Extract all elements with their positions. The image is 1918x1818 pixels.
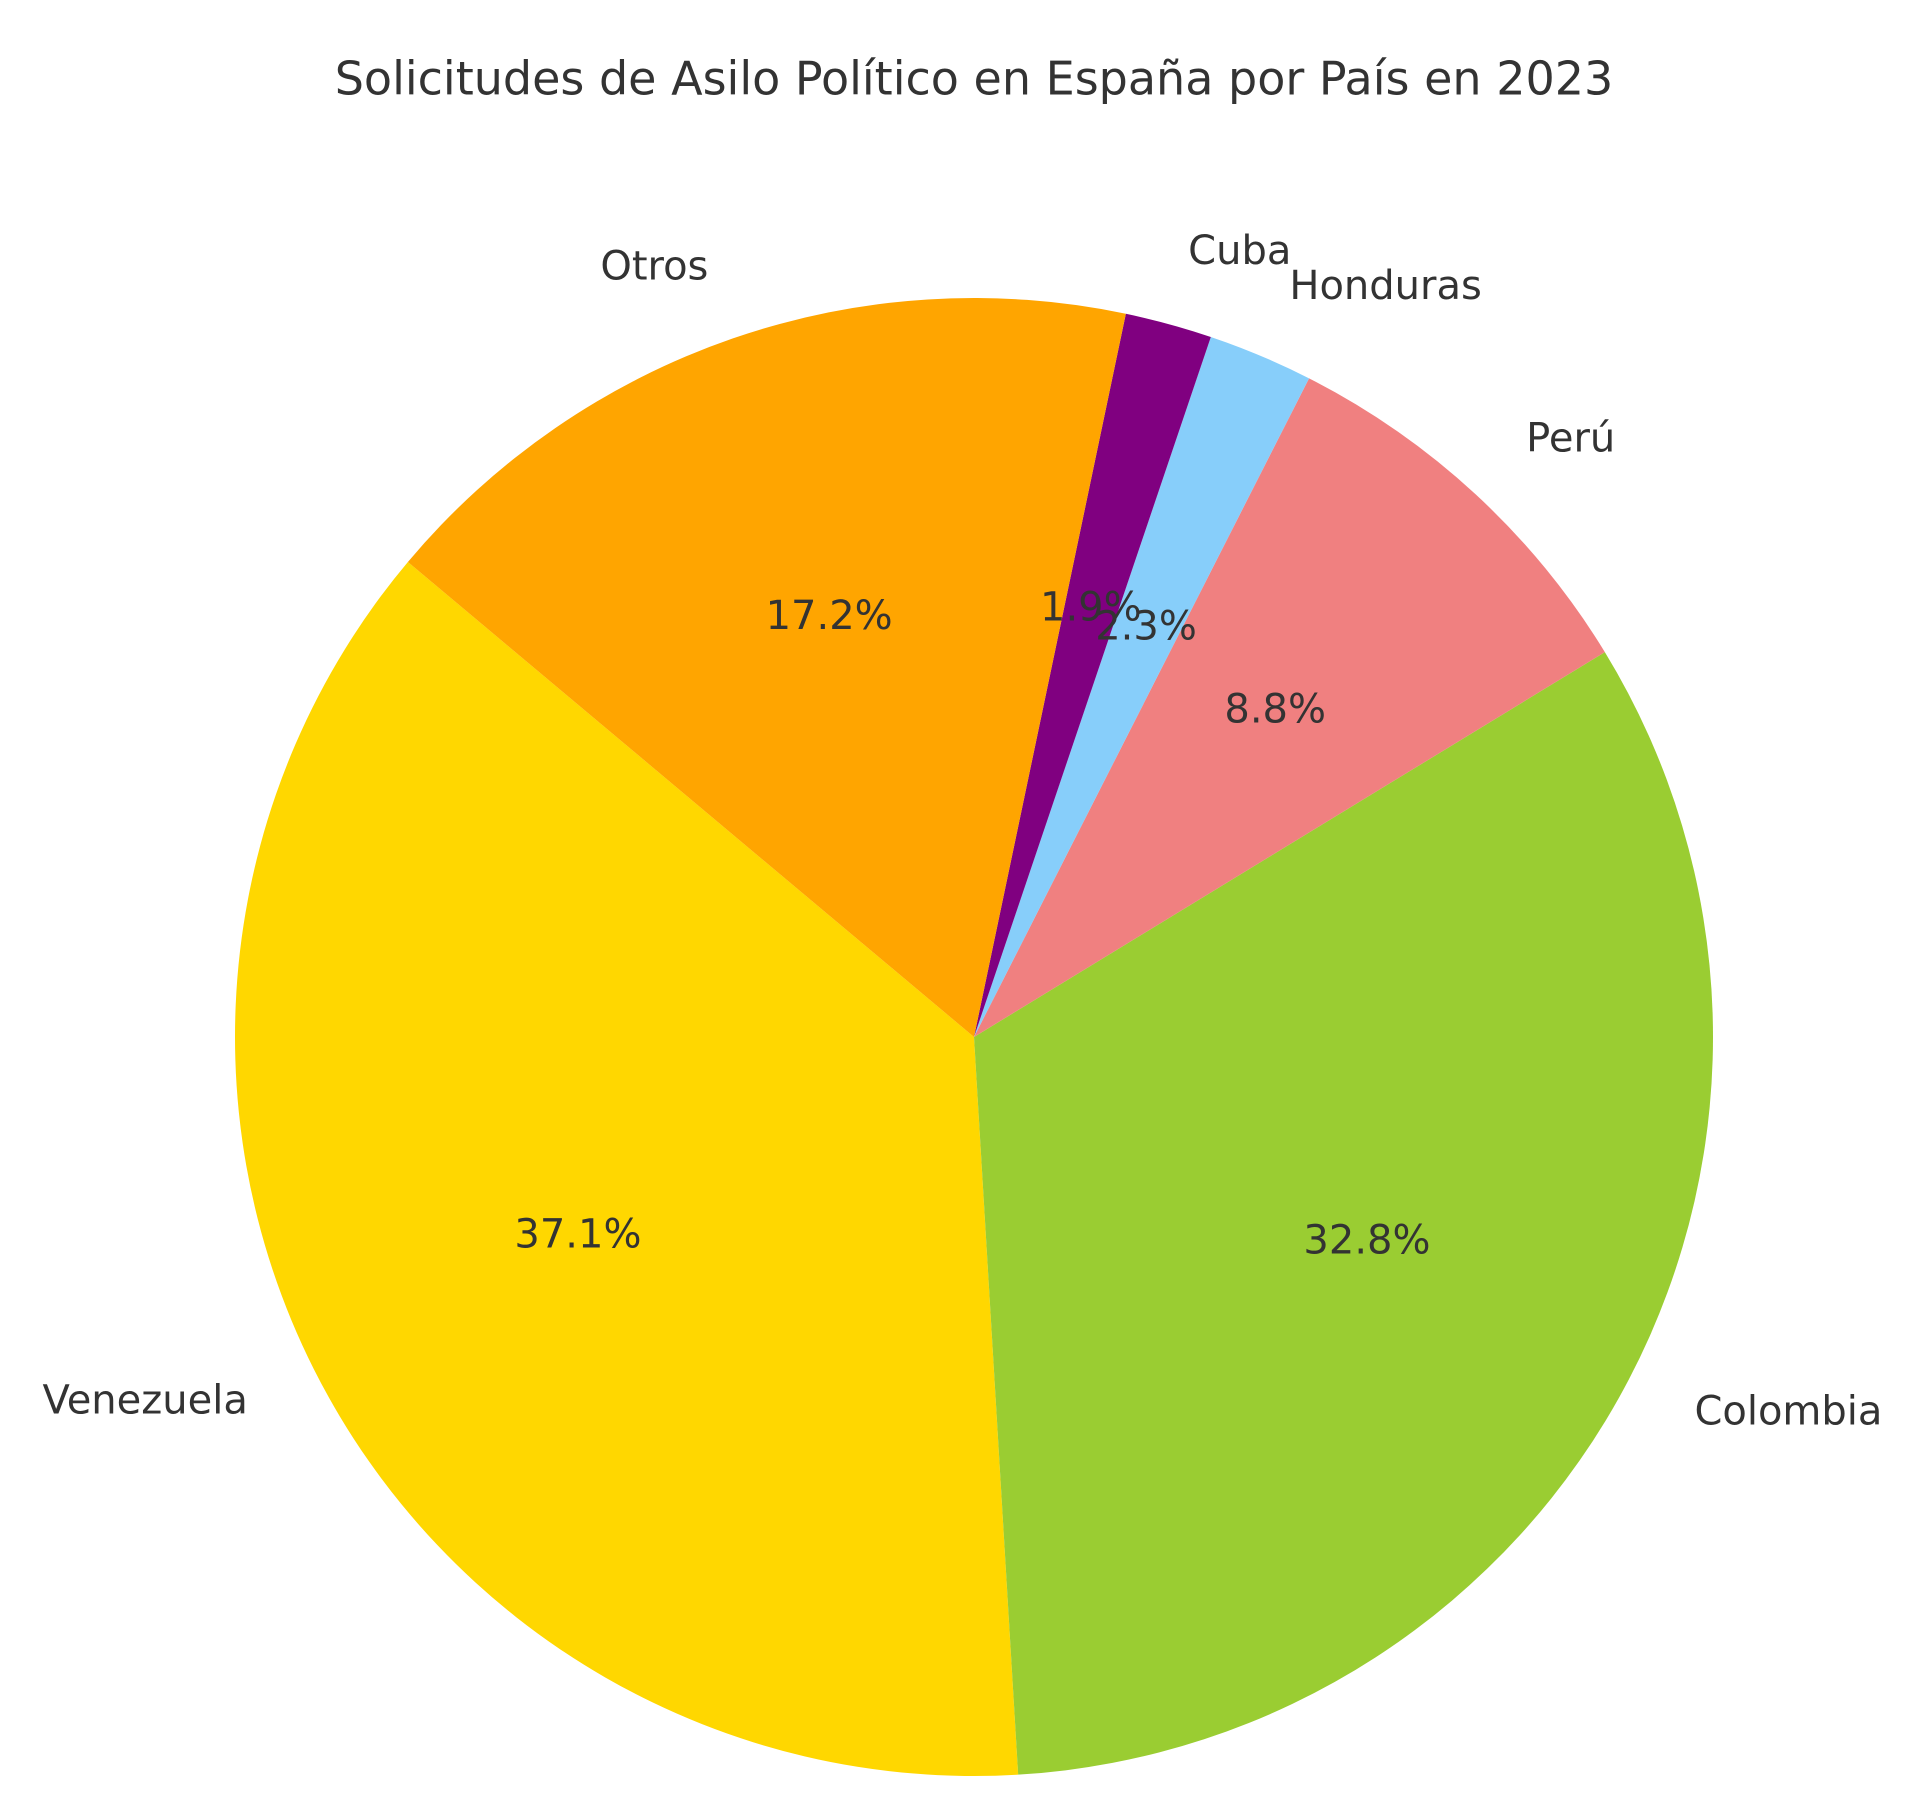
slice-label: Otros xyxy=(600,244,708,290)
pie-slice xyxy=(974,378,1605,1038)
slice-label: Venezuela xyxy=(42,1377,247,1423)
slice-label: Honduras xyxy=(1289,263,1481,309)
value-label: 37.1% xyxy=(514,1211,641,1257)
value-label: 1.9% xyxy=(1040,584,1142,630)
value-label: 8.8% xyxy=(1224,687,1326,733)
slice-label: Cuba xyxy=(1188,228,1291,274)
pie-slice xyxy=(407,298,1126,1038)
value-label: 17.2% xyxy=(766,593,893,639)
pie-slice xyxy=(974,313,1211,1037)
slice-label: Perú xyxy=(1526,415,1615,461)
pie-slice xyxy=(235,561,1019,1776)
pie-slice xyxy=(974,336,1310,1037)
pie-slice xyxy=(974,652,1713,1775)
slice-label: Colombia xyxy=(1694,1389,1882,1435)
value-label: 32.8% xyxy=(1303,1217,1430,1263)
value-label: 2.3% xyxy=(1095,603,1197,649)
chart-title: Solicitudes de Asilo Político en España … xyxy=(335,52,1614,106)
